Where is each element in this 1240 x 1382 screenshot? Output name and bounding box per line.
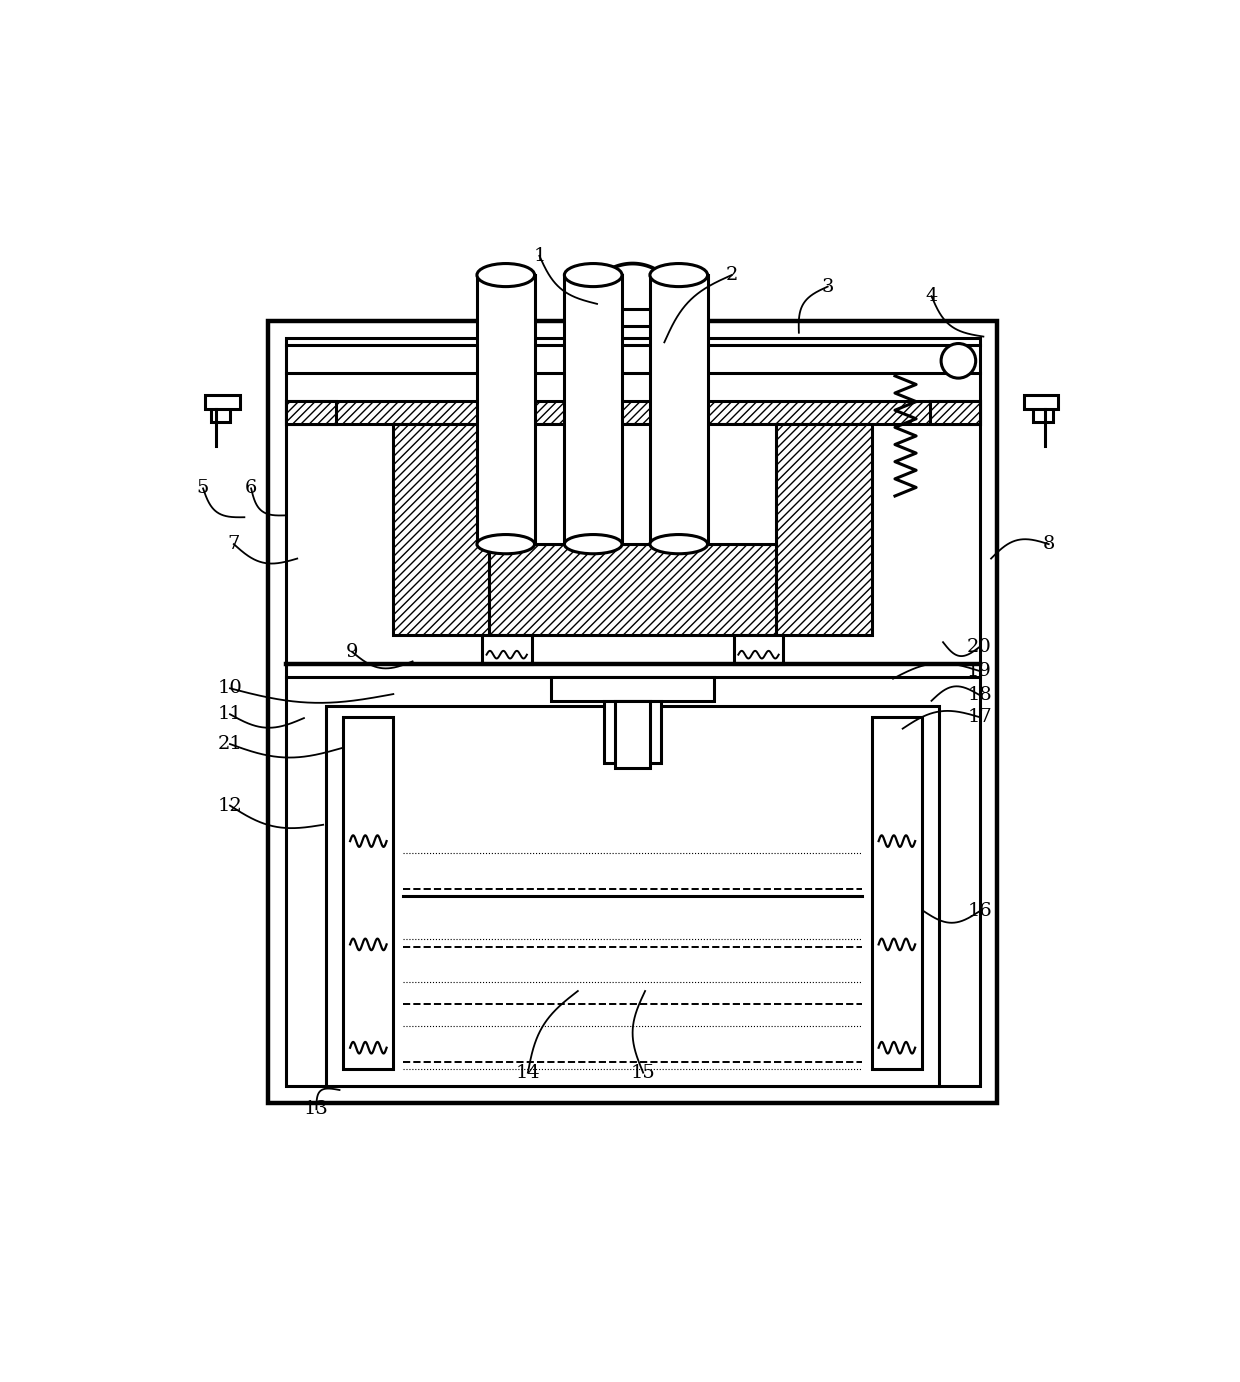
Bar [343, 717, 393, 1068]
Ellipse shape [650, 535, 708, 554]
Bar [285, 401, 980, 424]
Bar [490, 424, 776, 545]
Bar [285, 339, 980, 1086]
Ellipse shape [564, 535, 622, 554]
Bar [477, 275, 534, 545]
Bar [776, 424, 872, 636]
Text: 5: 5 [197, 480, 210, 498]
Bar [1033, 401, 1053, 422]
Text: 7: 7 [228, 535, 241, 553]
Bar [481, 636, 532, 665]
Bar [211, 401, 229, 422]
Ellipse shape [650, 264, 708, 286]
Text: 20: 20 [967, 638, 992, 656]
Bar [393, 424, 490, 636]
Bar [551, 677, 714, 701]
Text: 11: 11 [217, 705, 242, 723]
Bar [564, 275, 622, 545]
Ellipse shape [477, 535, 534, 554]
Text: 16: 16 [967, 902, 992, 920]
Bar [734, 636, 784, 665]
Bar [490, 545, 776, 636]
Bar [872, 717, 921, 1068]
Circle shape [941, 344, 976, 379]
Bar [575, 308, 691, 326]
Bar [604, 701, 661, 763]
Bar [268, 321, 997, 1103]
Text: 12: 12 [217, 796, 242, 814]
Ellipse shape [564, 264, 622, 286]
Text: 14: 14 [516, 1064, 541, 1082]
Bar [326, 706, 939, 1086]
Text: 6: 6 [246, 480, 257, 498]
Bar [650, 275, 708, 545]
Bar [285, 401, 336, 424]
Text: 1: 1 [533, 247, 546, 265]
Text: 3: 3 [821, 278, 835, 296]
Text: 15: 15 [631, 1064, 656, 1082]
Text: 8: 8 [1043, 535, 1055, 553]
Ellipse shape [477, 264, 534, 286]
Bar [930, 401, 980, 424]
Text: 4: 4 [925, 287, 937, 305]
Bar [205, 395, 239, 409]
Text: 21: 21 [217, 735, 242, 753]
Bar [1024, 395, 1059, 409]
Text: 19: 19 [967, 662, 992, 680]
Text: 18: 18 [967, 685, 992, 703]
Bar [615, 701, 650, 768]
Text: 2: 2 [725, 267, 738, 285]
Text: 17: 17 [967, 708, 992, 726]
Text: 9: 9 [346, 643, 358, 661]
Text: 10: 10 [217, 680, 242, 698]
Text: 13: 13 [304, 1100, 329, 1118]
